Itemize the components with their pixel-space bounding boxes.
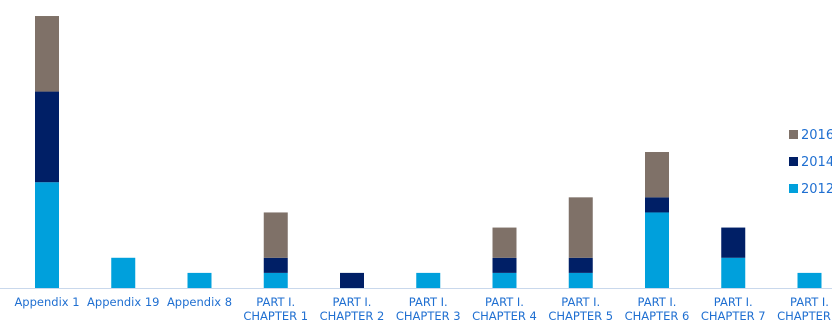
x-tick-label-part-i-chapter-1: PART I. CHAPTER 1: [243, 295, 308, 323]
legend-swatch-2014: [789, 157, 798, 166]
x-tick-label-appendix-8: Appendix 8: [167, 295, 232, 309]
x-tick-label-part-i-chapter-3: PART I. CHAPTER 3: [396, 295, 461, 323]
bar-2014-part-i-chapter-2: [340, 272, 364, 288]
bar-2016-part-i-chapter-1: [263, 212, 288, 258]
bar-2014-part-i-chapter-7: [721, 227, 746, 258]
bar-2014-part-i-chapter-1: [263, 257, 288, 273]
legend-swatch-2012: [789, 184, 798, 193]
bar-2016-appendix-1: [35, 16, 59, 92]
x-tick-label-appendix-19: Appendix 19: [87, 295, 159, 309]
bar-2012-part-i-chapter-6: [645, 212, 669, 288]
bar-2014-part-i-chapter-4: [492, 257, 517, 273]
bar-2012-appendix-8: [187, 272, 212, 288]
legend-label-2016: 2016: [801, 128, 832, 143]
x-tick-label-part-i-chapter-8: PART I.CHAPTER 8: [777, 295, 832, 323]
bar-2016-part-i-chapter-6: [645, 152, 669, 198]
bars-group: [35, 16, 822, 288]
bar-2012-part-i-chapter-5: [568, 272, 593, 288]
bar-2012-appendix-1: [35, 182, 59, 288]
bar-2012-part-i-chapter-1: [263, 272, 288, 288]
x-tick-labels: Appendix 1 Appendix 19 Appendix 8 PART I. CH…: [14, 295, 832, 323]
bar-2016-part-i-chapter-5: [568, 197, 593, 258]
bar-2012-part-i-chapter-4: [492, 272, 517, 288]
bar-2012-part-i-chapter-7: [721, 257, 746, 288]
x-tick-label-part-i-chapter-7: PART I. CHAPTER 7: [701, 295, 766, 323]
legend-label-2012: 2012: [801, 182, 832, 197]
x-tick-label-part-i-chapter-2: PART I. CHAPTER 2: [320, 295, 385, 323]
bar-2012-part-i-chapter-8: [797, 272, 822, 288]
x-tick-label-part-i-chapter-5: PART I. CHAPTER 5: [548, 295, 613, 323]
legend-label-2014: 2014: [801, 155, 832, 170]
x-tick-label-part-i-chapter-4: PART I. CHAPTER 4: [472, 295, 537, 323]
bar-2016-part-i-chapter-4: [492, 227, 517, 258]
x-tick-label-appendix-1: Appendix 1: [14, 295, 79, 309]
x-tick-label-part-i-chapter-6: PART I. CHAPTER 6: [625, 295, 690, 323]
legend-swatch-2016: [789, 130, 798, 139]
legend: 2016 2014 2012: [789, 128, 832, 197]
legend-item-2012: 2012: [789, 182, 832, 197]
bar-2014-appendix-1: [35, 91, 59, 183]
bar-2014-part-i-chapter-6: [645, 197, 669, 213]
bar-2012-appendix-19: [111, 257, 136, 288]
legend-item-2016: 2016: [789, 128, 832, 143]
bar-2014-part-i-chapter-5: [568, 257, 593, 273]
legend-item-2014: 2014: [789, 155, 832, 170]
bar-2012-part-i-chapter-3: [416, 272, 441, 288]
